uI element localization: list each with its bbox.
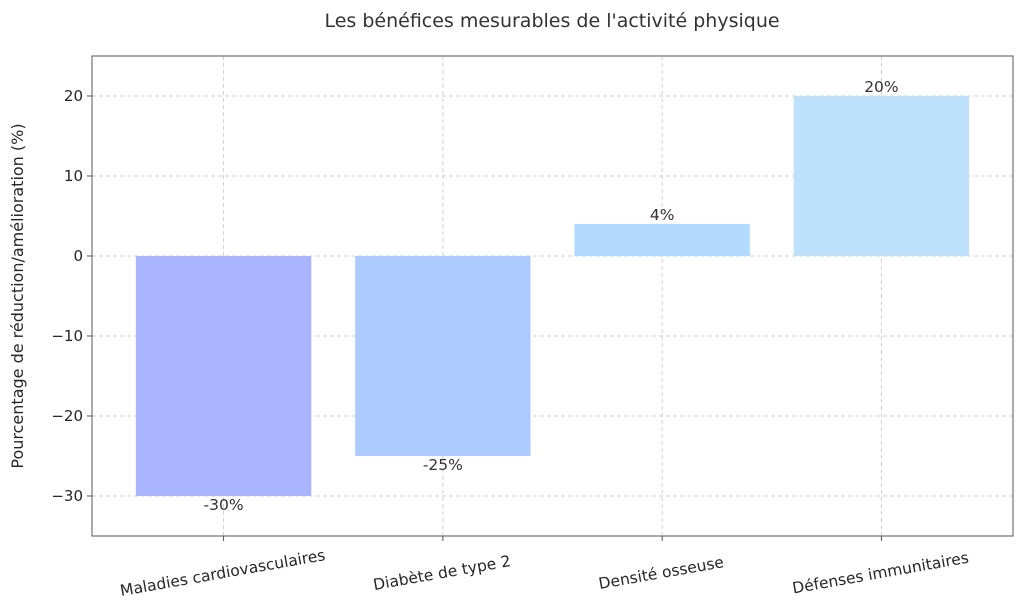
y-tick-label: −20 xyxy=(51,407,83,425)
x-tick-label: Maladies cardiovasculaires xyxy=(119,546,327,600)
data-label: 4% xyxy=(650,206,675,224)
bars xyxy=(135,96,970,496)
chart-title: Les bénéfices mesurables de l'activité p… xyxy=(324,10,779,32)
bar xyxy=(793,96,970,256)
y-tick-label: −30 xyxy=(51,487,83,505)
y-axis-ticks: −30 −20 −10 0 10 20 xyxy=(51,87,92,505)
data-label: -25% xyxy=(423,456,463,474)
bar xyxy=(355,256,531,456)
plot-frame xyxy=(91,55,1014,537)
y-tick-label: −10 xyxy=(51,327,83,345)
x-tick-label: Défenses immunitaires xyxy=(791,549,970,598)
y-tick-label: 0 xyxy=(73,247,83,265)
bar xyxy=(574,224,750,256)
data-labels: -30% -25% 4% 20% xyxy=(204,78,899,514)
x-tick-label: Densité osseuse xyxy=(597,553,725,593)
y-tick-label: 20 xyxy=(64,87,83,105)
bar xyxy=(135,256,312,496)
x-tick-label: Diabète de type 2 xyxy=(372,552,512,594)
data-label: -30% xyxy=(204,496,244,514)
y-tick-label: 10 xyxy=(64,167,83,185)
y-axis-label: Pourcentage de réduction/amélioration (%… xyxy=(8,123,27,468)
data-label: 20% xyxy=(864,78,898,96)
x-axis-ticks: Maladies cardiovasculaires Diabète de typ… xyxy=(119,536,970,600)
